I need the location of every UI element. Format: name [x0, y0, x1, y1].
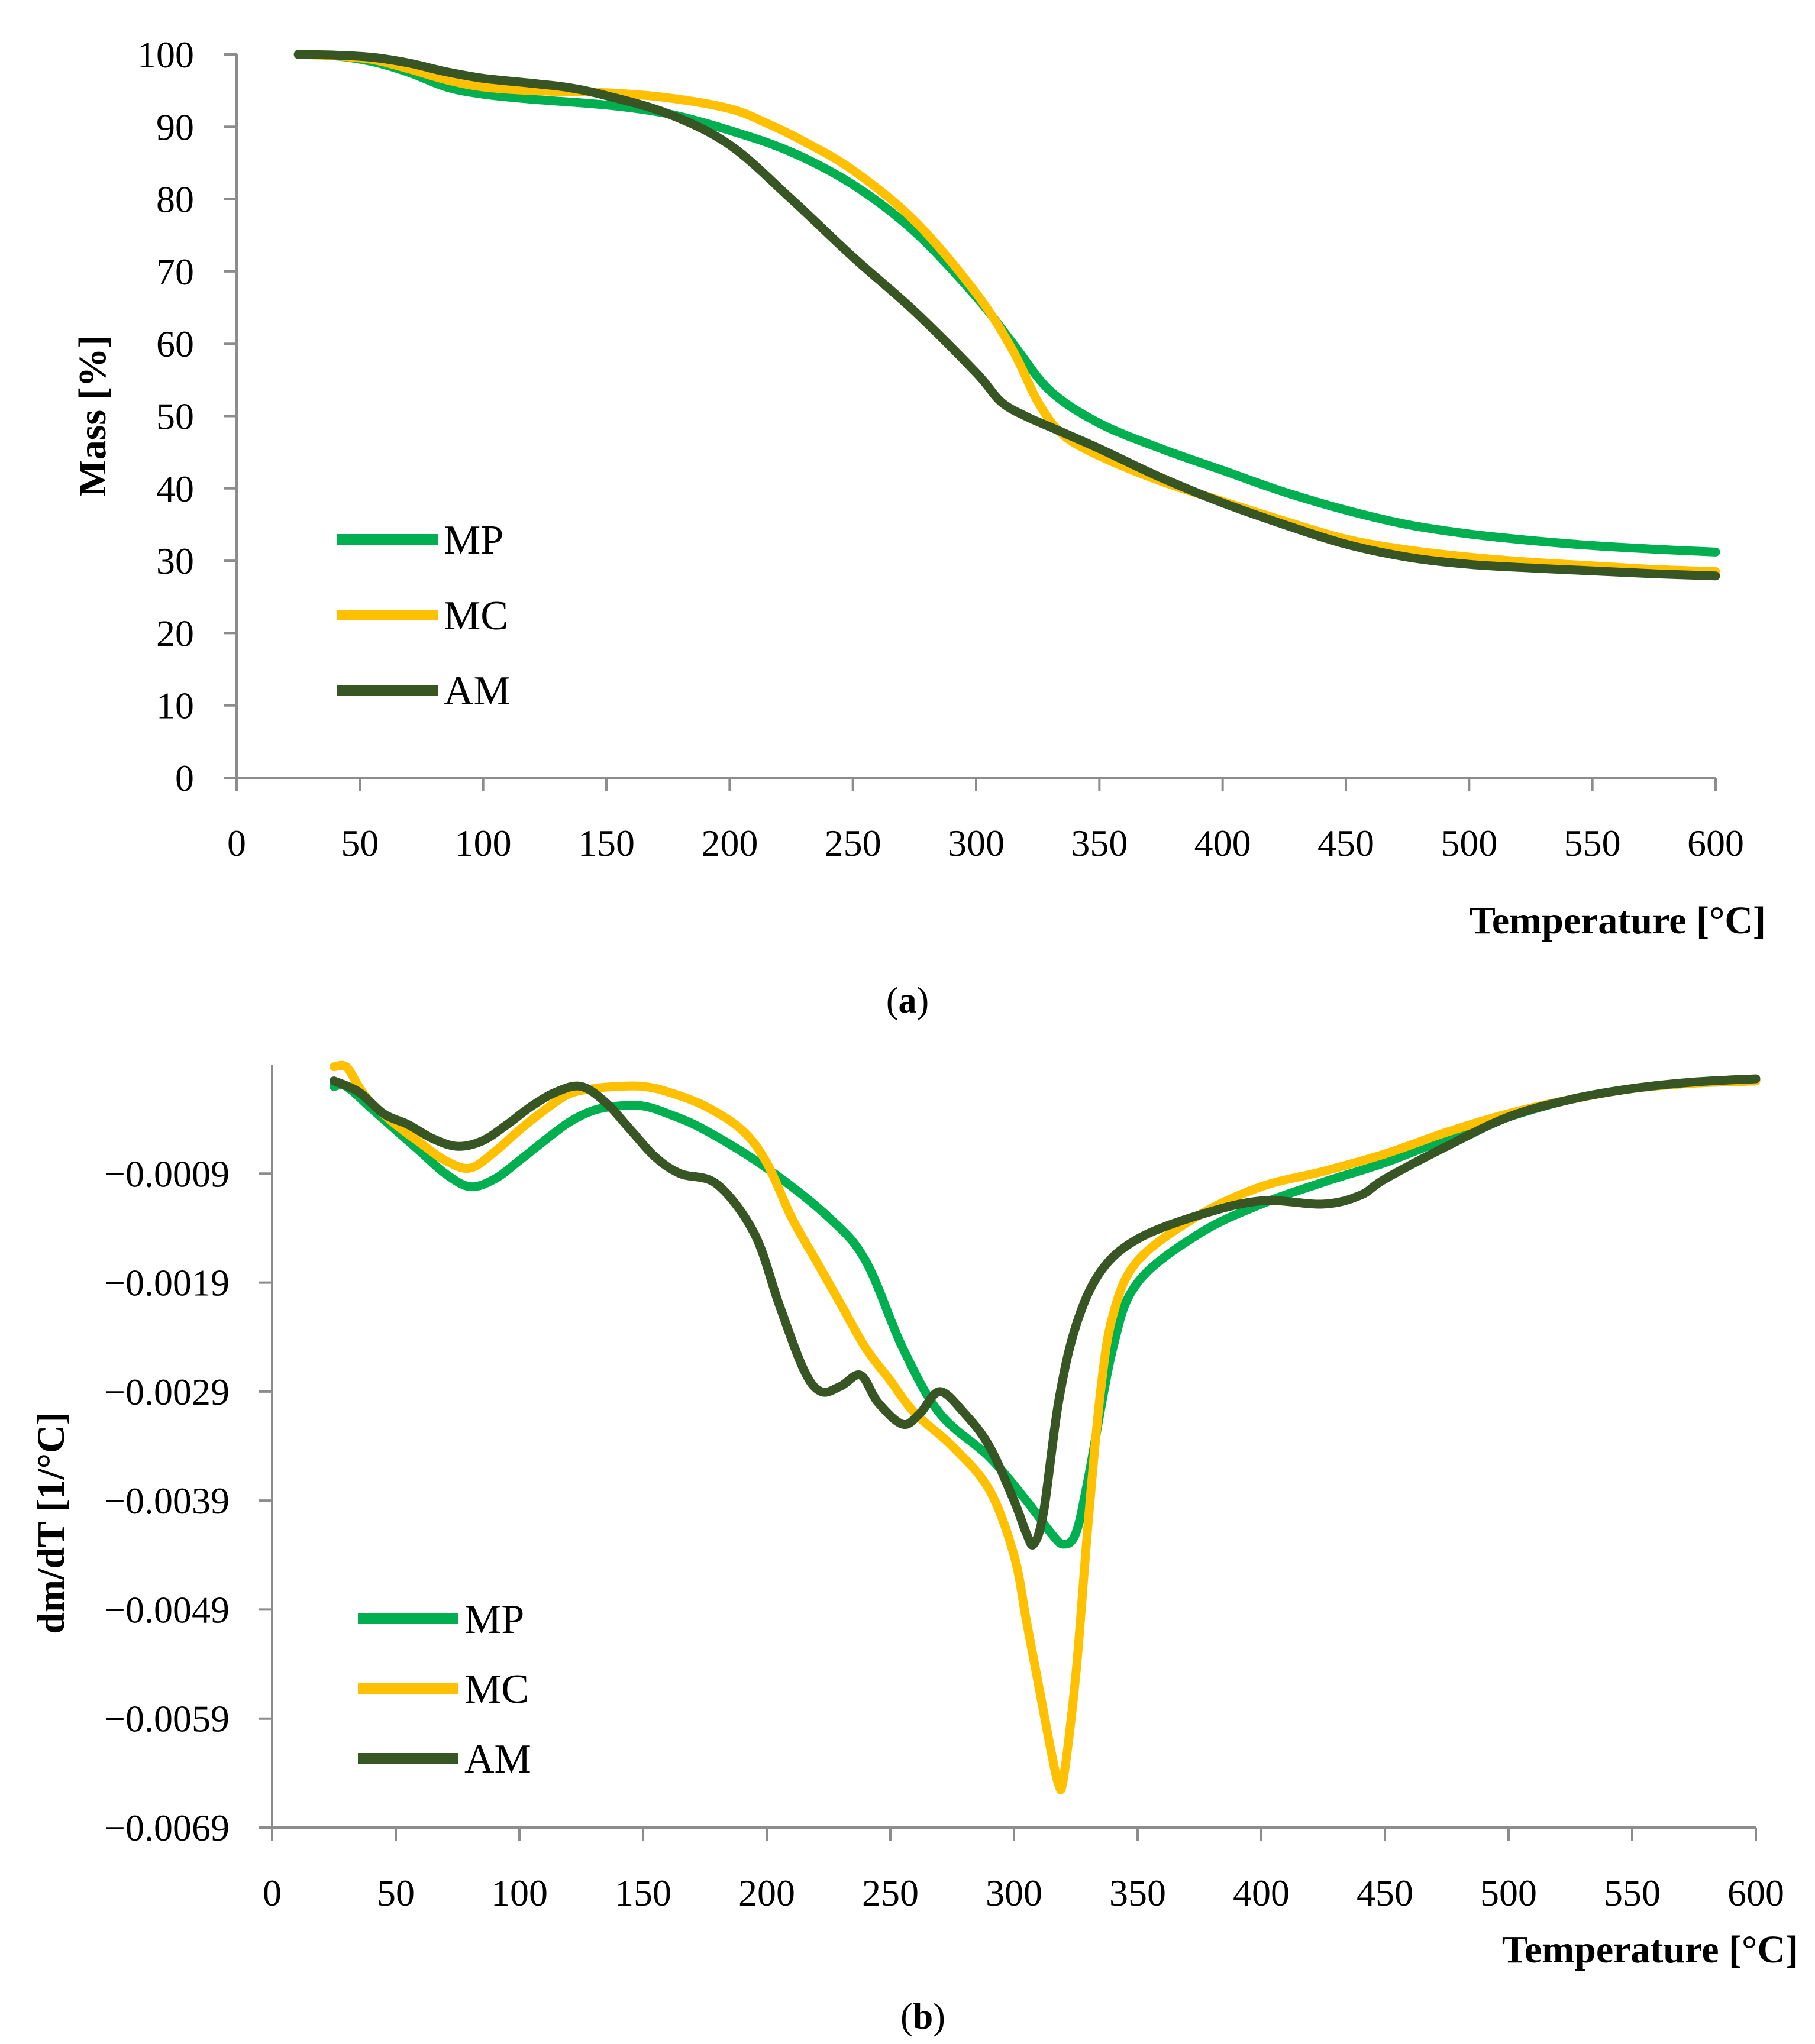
panel-a-y-tick-label: 30: [156, 540, 194, 582]
panel-a-x-tick-label: 250: [825, 822, 881, 864]
panel-a-legend-label: AM: [444, 668, 511, 714]
panel-a-x-tick-label: 600: [1687, 822, 1744, 864]
panel-a-x-tick-label: 450: [1317, 822, 1374, 864]
panel-b-x-tick-label: 0: [263, 1872, 282, 1914]
panel-b-x-tick-label: 150: [615, 1872, 671, 1914]
panel-a-series-line-mc: [293, 50, 1720, 576]
panel-b-legend-item: AM: [358, 1736, 531, 1782]
panel-b-legend-item: MP: [358, 1597, 524, 1642]
panel-a-series-line-mp: [293, 50, 1720, 557]
panel-a-x-tick-label: 150: [578, 822, 635, 864]
panel-a-caption-close: ): [917, 981, 929, 1021]
panel-b-y-tick-label: −0.0059: [104, 1698, 230, 1740]
panel-b-legend-label: MP: [464, 1597, 524, 1642]
panel-a-x-tick-label: 500: [1441, 822, 1497, 864]
panel-a-y-tick-label: 40: [156, 468, 194, 510]
panel-b-x-tick-label: 100: [491, 1872, 548, 1914]
panel-a-x-tick-label: 50: [341, 822, 379, 864]
panel-b-y-tick-label: −0.0069: [104, 1807, 230, 1849]
panel-b-x-tick-label: 600: [1727, 1872, 1784, 1914]
panel-b-y-tick-label: −0.0039: [104, 1480, 230, 1522]
panel-a-x-tick-label: 400: [1194, 822, 1251, 864]
panel-a-y-tick-label: 70: [156, 251, 194, 293]
panel-a-y-axis-title: Mass [%]: [71, 335, 114, 496]
panel-a-x-tick-label: 550: [1564, 822, 1621, 864]
panel-b-x-tick-label: 400: [1233, 1872, 1290, 1914]
panel-a-legend-item: MP: [337, 518, 503, 563]
panel-b-y-tick-label: −0.0019: [104, 1262, 230, 1304]
panel-b-x-tick-label: 50: [377, 1872, 415, 1914]
panel-b-legend-label: MC: [464, 1667, 529, 1712]
panel-b-y-tick-label: −0.0009: [104, 1153, 230, 1195]
panel-a-mass-chart: 0 50 100 150 200 250 300 350 400 450 500 550 600 0 10…: [71, 34, 1766, 1021]
panel-a-y-tick-label: 60: [156, 323, 194, 365]
panel-b-x-tick-label: 500: [1480, 1872, 1537, 1914]
panel-a-x-tick-label: 350: [1071, 822, 1128, 864]
panel-b-y-tick-label: −0.0049: [104, 1589, 230, 1631]
panel-b-legend: MP MC AM: [358, 1597, 531, 1782]
panel-a-caption-label: a: [899, 981, 917, 1021]
panel-b-series-line-am: [330, 1074, 1761, 1550]
panel-a-y-tick-label: 50: [156, 396, 194, 438]
panel-a-legend-label: MC: [444, 593, 508, 639]
panel-b-legend-item: MC: [358, 1667, 529, 1712]
panel-b-caption: (b): [900, 1997, 945, 2037]
panel-b-y-tick-label: −0.0029: [104, 1371, 230, 1413]
panel-b-y-axis-title: dm/dT [1/°C]: [30, 1412, 73, 1634]
panel-a-legend: MP MC AM: [337, 518, 511, 714]
panel-a-x-axis-title: Temperature [°C]: [1470, 899, 1766, 942]
panel-b-x-tick-label: 200: [738, 1872, 795, 1914]
panel-b-caption-open: (: [900, 1997, 913, 2037]
panel-a-caption: (a): [886, 981, 929, 1021]
panel-a-y-tick-label: 100: [137, 34, 194, 76]
panel-a-x-tick-label: 300: [948, 822, 1005, 864]
panel-a-legend-item: MC: [337, 593, 508, 639]
panel-b-series-line-mp: [330, 1076, 1761, 1549]
panel-a-x-tick-label: 200: [701, 822, 758, 864]
panel-a-caption-open: (: [886, 981, 899, 1021]
panel-b-series-line-mc: [330, 1060, 1761, 1794]
panel-b-legend-label: AM: [464, 1736, 531, 1782]
panel-b-x-axis-title: Temperature [°C]: [1502, 1928, 1798, 1971]
panel-a-y-tick-label: 20: [156, 612, 194, 654]
panel-b-caption-label: b: [913, 1997, 933, 2037]
panel-a-legend-label: MP: [444, 518, 503, 563]
panel-b-x-tick-label: 550: [1604, 1872, 1661, 1914]
panel-a-x-tick-label: 100: [455, 822, 512, 864]
panel-b-caption-close: ): [933, 1997, 945, 2037]
panel-a-series-line-am: [293, 50, 1720, 581]
panel-b-x-tick-label: 450: [1357, 1872, 1413, 1914]
panel-a-x-tick-label: 0: [227, 822, 246, 864]
panel-b-x-tick-label: 250: [862, 1872, 919, 1914]
panel-a-y-tick-label: 80: [156, 179, 194, 221]
panel-b-x-tick-label: 350: [1109, 1872, 1166, 1914]
panel-a-y-tick-label: 90: [156, 106, 194, 148]
panel-a-y-tick-label: 0: [175, 757, 194, 799]
panel-a-legend-item: AM: [337, 668, 511, 714]
panel-a-y-tick-label: 10: [156, 685, 194, 727]
panel-b-derivative-chart: 0 50 100 150 200 250 300 350 400 450 500 550 600 −0.…: [30, 1060, 1798, 2037]
panel-b-x-tick-label: 300: [986, 1872, 1042, 1914]
